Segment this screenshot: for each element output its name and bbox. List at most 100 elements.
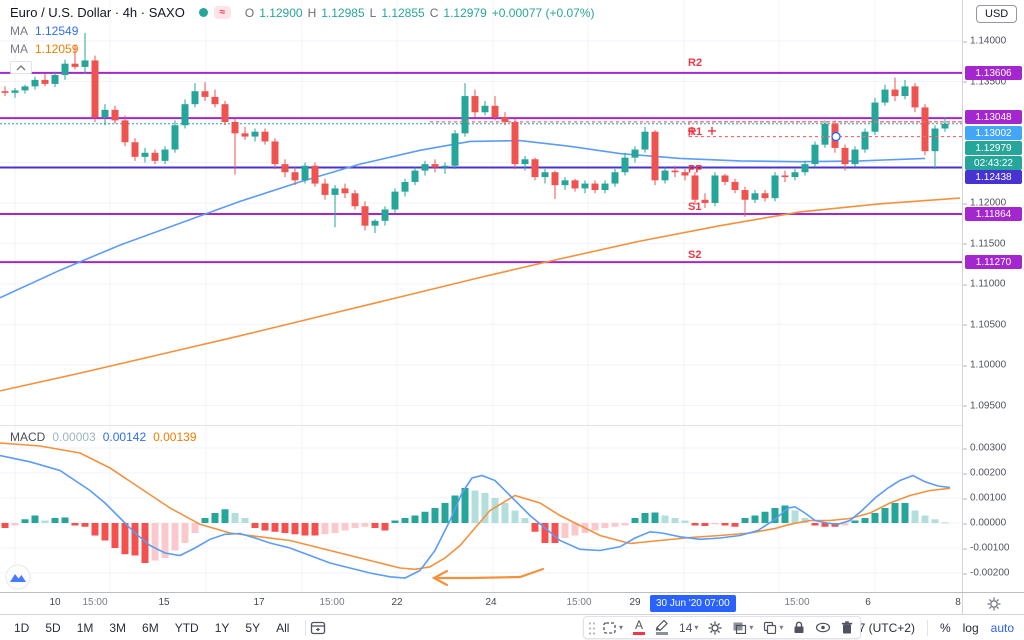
lock-button[interactable]	[788, 617, 810, 638]
candle-body[interactable]	[661, 170, 669, 181]
candle-body[interactable]	[131, 142, 139, 157]
candle-body[interactable]	[921, 107, 929, 152]
pp-price-badge[interactable]: 1.12438	[965, 170, 1022, 184]
candle-body[interactable]	[481, 105, 489, 113]
candle-body[interactable]	[611, 172, 619, 184]
candle-body[interactable]	[551, 172, 559, 186]
candle-body[interactable]	[121, 120, 129, 143]
candle-body[interactable]	[31, 79, 39, 87]
candle-body[interactable]	[91, 60, 99, 118]
candle-body[interactable]	[391, 191, 399, 210]
collapse-pane-button[interactable]	[10, 61, 32, 74]
percent-scale-button[interactable]: %	[939, 621, 951, 635]
candle-body[interactable]	[71, 63, 79, 67]
candle-body[interactable]	[651, 131, 659, 181]
axis-settings-corner[interactable]	[962, 593, 1024, 615]
candle-body[interactable]	[191, 91, 199, 105]
font-size-select[interactable]: 14 ▾	[674, 617, 703, 638]
ma-fast-legend[interactable]: MA 1.12549	[10, 24, 595, 38]
candle-body[interactable]	[821, 123, 829, 145]
candle-body[interactable]	[171, 125, 179, 150]
candle-body[interactable]	[361, 206, 369, 226]
price-axis[interactable]: USD 1.14000 1.13500 1.12000 1.11500 1.11000 1…	[962, 0, 1024, 592]
candle-body[interactable]	[331, 188, 339, 195]
candle-body[interactable]	[381, 209, 389, 221]
range-button-5d[interactable]: 5D	[45, 620, 61, 635]
candle-body[interactable]	[911, 86, 919, 108]
candle-body[interactable]	[901, 86, 909, 97]
macd-legend[interactable]: MACD 0.00003 0.00142 0.00139	[10, 430, 197, 444]
candle-body[interactable]	[41, 79, 49, 84]
candle-body[interactable]	[371, 220, 379, 226]
style-template-button[interactable]: ▾	[727, 617, 758, 638]
candle-body[interactable]	[801, 164, 809, 173]
candle-body[interactable]	[341, 188, 349, 194]
candle-body[interactable]	[891, 89, 899, 97]
visibility-button[interactable]	[810, 617, 836, 638]
candle-body[interactable]	[711, 175, 719, 203]
candle-body[interactable]	[581, 183, 589, 189]
candle-body[interactable]	[501, 117, 509, 122]
candle-body[interactable]	[281, 164, 289, 173]
candle-body[interactable]	[741, 190, 749, 200]
candle-body[interactable]	[141, 152, 149, 157]
candle-body[interactable]	[431, 164, 439, 168]
candle-body[interactable]	[621, 157, 629, 173]
pane-divider[interactable]	[0, 425, 1024, 426]
candle-body[interactable]	[841, 147, 849, 165]
plus-marker-icon[interactable]	[708, 126, 716, 135]
candle-body[interactable]	[851, 149, 859, 165]
symbol-title[interactable]: Euro / U.S. Dollar · 4h · SAXO	[10, 5, 185, 20]
candle-body[interactable]	[111, 109, 119, 121]
candle-body[interactable]	[761, 193, 769, 199]
range-button-1m[interactable]: 1M	[76, 620, 94, 635]
candle-body[interactable]	[521, 159, 529, 165]
candle-body[interactable]	[771, 175, 779, 199]
log-scale-button[interactable]: log	[962, 621, 979, 635]
drawing-dashed-rect[interactable]	[688, 121, 962, 138]
time-axis[interactable]: 30 Jun '20 07:00 10 15:00 15 17 15:00 22 24 15:…	[0, 592, 1024, 615]
candle-body[interactable]	[561, 180, 569, 186]
candle-body[interactable]	[201, 91, 209, 97]
candle-body[interactable]	[791, 172, 799, 178]
go-to-date-button[interactable]	[310, 620, 327, 635]
line-tool-button[interactable]	[650, 617, 674, 638]
range-button-1y[interactable]: 1Y	[214, 620, 230, 635]
drag-handle-icon[interactable]	[588, 620, 595, 635]
candle-body[interactable]	[161, 149, 169, 161]
arrow-annotation[interactable]	[432, 567, 545, 580]
candle-body[interactable]	[671, 170, 679, 173]
candle-body[interactable]	[61, 63, 69, 76]
candle-body[interactable]	[291, 172, 299, 181]
s1-price-badge[interactable]: 1.11864	[965, 207, 1022, 221]
range-button-all[interactable]: All	[276, 620, 290, 635]
currency-button[interactable]: USD	[976, 5, 1018, 23]
candle-body[interactable]	[51, 75, 59, 84]
candle-body[interactable]	[321, 183, 329, 195]
candle-body[interactable]	[21, 86, 29, 91]
candle-body[interactable]	[631, 149, 639, 158]
candle-body[interactable]	[541, 172, 549, 178]
s2-price-badge[interactable]: 1.11270	[965, 255, 1022, 269]
candle-body[interactable]	[301, 165, 309, 181]
candle-body[interactable]	[221, 104, 229, 122]
delete-button[interactable]	[836, 617, 858, 638]
candle-body[interactable]	[751, 193, 759, 200]
range-button-1d[interactable]: 1D	[14, 620, 30, 635]
candle-body[interactable]	[451, 133, 459, 166]
candle-body[interactable]	[781, 175, 789, 178]
last-price-badge[interactable]: 1.12979	[965, 141, 1022, 155]
candle-body[interactable]	[591, 183, 599, 191]
candle-body[interactable]	[811, 144, 819, 165]
candle-body[interactable]	[941, 123, 949, 129]
candle-body[interactable]	[691, 175, 699, 200]
candle-body[interactable]	[531, 159, 539, 178]
candle-body[interactable]	[881, 89, 889, 103]
candle-body[interactable]	[1, 91, 9, 93]
candle-body[interactable]	[441, 165, 449, 168]
ma-slow-legend[interactable]: MA 1.12059	[10, 42, 595, 56]
candle-body[interactable]	[231, 122, 239, 134]
candle-body[interactable]	[101, 109, 109, 118]
candle-body[interactable]	[721, 175, 729, 182]
candle-body[interactable]	[11, 90, 19, 93]
